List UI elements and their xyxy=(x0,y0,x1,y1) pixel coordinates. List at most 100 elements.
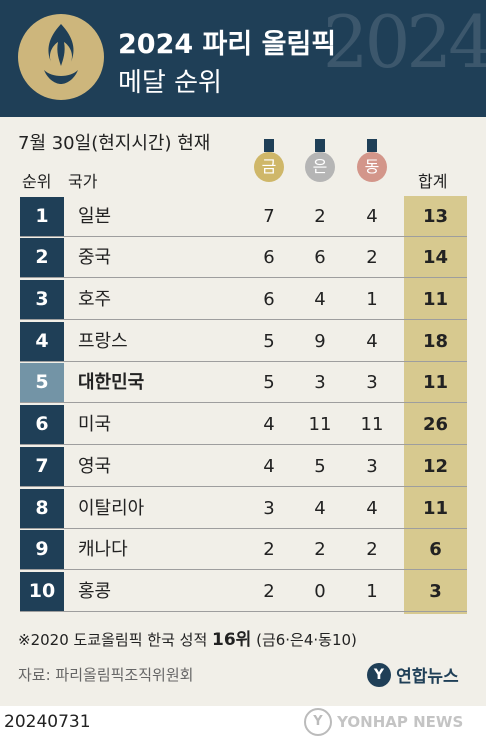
total-count: 11 xyxy=(422,289,449,310)
country-cell: 미국 xyxy=(78,414,112,435)
column-header-total: 합계 xyxy=(418,172,448,191)
bronze-count: 3 xyxy=(366,456,378,477)
yonhap-watermark-text: YONHAP NEWS xyxy=(337,713,464,731)
silver-count: 11 xyxy=(308,414,332,435)
rank-cell: 1 xyxy=(20,197,64,236)
bronze-count: 2 xyxy=(366,539,378,560)
silver-count: 5 xyxy=(314,456,326,477)
country-cell: 이탈리아 xyxy=(78,498,145,519)
yonhap-logo-icon: Y xyxy=(367,662,391,687)
rank-cell: 7 xyxy=(20,447,64,486)
rank-cell: 5 xyxy=(20,363,64,402)
gold-count: 7 xyxy=(263,206,275,227)
total-count: 18 xyxy=(422,331,449,352)
country-cell: 홍콩 xyxy=(78,581,112,602)
gold-count: 5 xyxy=(263,372,275,393)
gold-medal-badge: 금 xyxy=(254,152,284,182)
country-cell: 프랑스 xyxy=(78,331,128,352)
country-cell: 캐나다 xyxy=(78,539,128,560)
country-cell: 일본 xyxy=(78,206,112,227)
bronze-count: 4 xyxy=(366,498,378,519)
bronze-count: 4 xyxy=(366,206,378,227)
gold-count: 6 xyxy=(263,247,275,268)
gold-count: 5 xyxy=(263,331,275,352)
total-count: 11 xyxy=(422,372,449,393)
total-count: 6 xyxy=(429,539,442,560)
page-subtitle: 메달 순위 xyxy=(118,68,222,98)
table-row: 3 호주 6 4 1 11 xyxy=(20,280,467,320)
rank-cell: 6 xyxy=(20,405,64,444)
rank-cell: 3 xyxy=(20,280,64,319)
rank-cell: 2 xyxy=(20,238,64,277)
silver-count: 0 xyxy=(314,581,326,602)
silver-medal-badge: 은 xyxy=(305,152,335,182)
total-count: 3 xyxy=(429,581,442,602)
rank-cell: 4 xyxy=(20,322,64,361)
gold-count: 4 xyxy=(263,414,275,435)
gold-count: 2 xyxy=(263,539,275,560)
rank-cell: 10 xyxy=(20,572,64,611)
bronze-count: 1 xyxy=(366,581,378,602)
table-row: 8 이탈리아 3 4 4 11 xyxy=(20,489,467,529)
source-credit: 자료: 파리올림픽조직위원회 xyxy=(18,666,194,684)
yonhap-watermark: Y YONHAP NEWS xyxy=(304,708,463,736)
rank-cell: 9 xyxy=(20,530,64,569)
table-row: 2 중국 6 6 2 14 xyxy=(20,238,467,278)
column-header-rank: 순위 xyxy=(22,172,52,191)
total-column-band xyxy=(404,196,467,614)
table-row: 6 미국 4 11 11 26 xyxy=(20,405,467,445)
flame-icon xyxy=(44,24,78,84)
bronze-count: 3 xyxy=(366,372,378,393)
silver-medal-ribbon xyxy=(315,139,325,152)
gold-count: 3 xyxy=(263,498,275,519)
table-row: 9 캐나다 2 2 2 6 xyxy=(20,530,467,570)
date-label: 7월 30일(현지시간) 현재 xyxy=(18,133,211,154)
silver-count: 4 xyxy=(314,289,326,310)
footnote-prefix: ※2020 도쿄올림픽 한국 성적 xyxy=(18,631,213,649)
footnote-rank: 16위 xyxy=(212,630,252,650)
table-row: 10 홍콩 2 0 1 3 xyxy=(20,572,467,612)
silver-count: 9 xyxy=(314,331,326,352)
paris-olympics-logo xyxy=(18,14,104,100)
silver-count: 2 xyxy=(314,206,326,227)
page-title: 2024 파리 올림픽 xyxy=(118,29,337,60)
silver-count: 2 xyxy=(314,539,326,560)
yonhap-brand-name: 연합뉴스 xyxy=(396,667,459,687)
infographic-card: 2024 2024 파리 올림픽 메달 순위 7월 30일(현지시간) 현재 순… xyxy=(0,0,486,706)
bronze-medal-ribbon xyxy=(367,139,377,152)
silver-count: 3 xyxy=(314,372,326,393)
header-banner: 2024 2024 파리 올림픽 메달 순위 xyxy=(0,0,486,117)
bronze-count: 2 xyxy=(366,247,378,268)
gold-count: 2 xyxy=(263,581,275,602)
total-count: 26 xyxy=(422,414,449,435)
silver-count: 4 xyxy=(314,498,326,519)
date-stamp: 20240731 xyxy=(4,712,91,732)
footnote-suffix: (금6·은4·동10) xyxy=(251,631,357,649)
table-row-korea: 5 대한민국 5 3 3 11 xyxy=(20,363,467,403)
gold-medal-ribbon xyxy=(264,139,274,152)
country-cell: 중국 xyxy=(78,247,112,268)
column-header-country: 국가 xyxy=(68,172,98,191)
gold-count: 6 xyxy=(263,289,275,310)
gold-count: 4 xyxy=(263,456,275,477)
total-count: 12 xyxy=(422,456,449,477)
bronze-count: 4 xyxy=(366,331,378,352)
total-count: 13 xyxy=(422,206,449,227)
table-row: 1 일본 7 2 4 13 xyxy=(20,197,467,237)
yonhap-brand: Y 연합뉴스 xyxy=(367,662,459,687)
table-row: 4 프랑스 5 9 4 18 xyxy=(20,322,467,362)
country-cell: 호주 xyxy=(78,289,112,310)
rank-cell: 8 xyxy=(20,489,64,528)
table-row: 7 영국 4 5 3 12 xyxy=(20,447,467,487)
total-count: 11 xyxy=(422,498,449,519)
yonhap-watermark-icon: Y xyxy=(304,708,332,736)
bronze-count: 1 xyxy=(366,289,378,310)
total-count: 14 xyxy=(422,247,449,268)
header-decoration: 2024 xyxy=(322,0,486,84)
footnote: ※2020 도쿄올림픽 한국 성적 16위 (금6·은4·동10) xyxy=(18,625,357,650)
country-cell: 영국 xyxy=(78,456,112,477)
bronze-medal-badge: 동 xyxy=(357,152,387,182)
silver-count: 6 xyxy=(314,247,326,268)
country-cell: 대한민국 xyxy=(78,372,145,393)
bronze-count: 11 xyxy=(360,414,384,435)
